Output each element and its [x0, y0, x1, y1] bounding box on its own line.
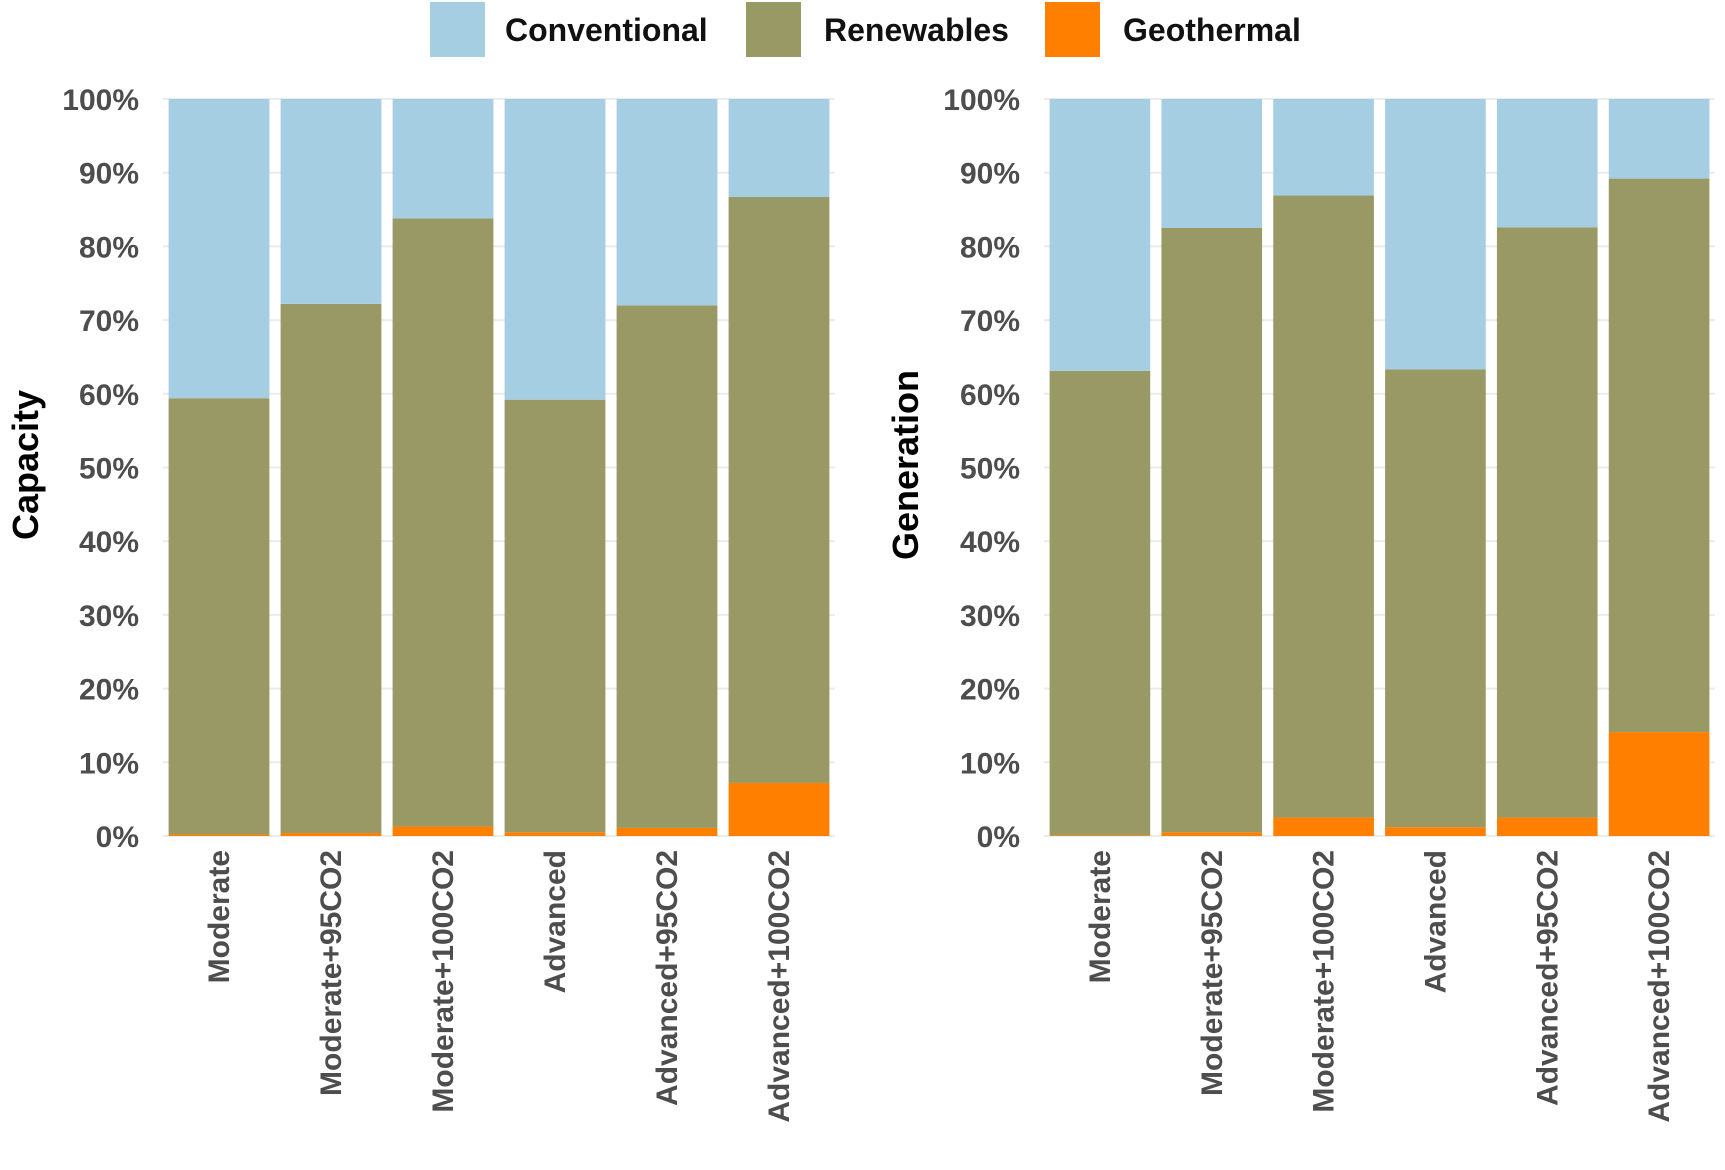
- y-tick-label: 80%: [79, 231, 139, 264]
- y-tick-label: 90%: [960, 158, 1020, 191]
- bar-geothermal-advanced-95co2: [616, 827, 718, 836]
- legend-key-conventional: [430, 2, 485, 57]
- y-tick-label: 30%: [960, 600, 1020, 633]
- y-tick-label: 50%: [960, 453, 1020, 486]
- y-tick-label: 0%: [977, 821, 1020, 854]
- x-tick-label: Advanced+100CO2: [763, 850, 796, 1123]
- x-tick-label: Advanced: [1419, 850, 1452, 993]
- bar-renewables-moderate-100co2: [392, 218, 494, 827]
- bar-conventional-advanced: [504, 99, 606, 400]
- x-tick-label: Advanced: [539, 850, 572, 993]
- generation-panel: Moderate Moderate+95CO2 Moderate+100CO2 Adv…: [885, 84, 1715, 1123]
- bar-renewables-advanced-100co2: [728, 197, 830, 783]
- x-tick-label: Moderate: [1084, 850, 1117, 983]
- y-tick-label: 40%: [960, 526, 1020, 559]
- bar-conventional-advanced-100co2: [1608, 99, 1710, 179]
- bar-renewables-moderate: [1049, 370, 1151, 836]
- y-tick-label: 80%: [960, 231, 1020, 264]
- bar-renewables-advanced-100co2: [1608, 178, 1710, 733]
- y-tick-label: 70%: [79, 305, 139, 338]
- y-tick-label: 90%: [79, 158, 139, 191]
- bar-renewables-advanced: [1385, 369, 1486, 828]
- bar-geothermal-advanced-100co2: [1608, 732, 1710, 836]
- bar-conventional-moderate-100co2: [392, 99, 494, 219]
- y-tick-label: 10%: [79, 747, 139, 780]
- y-tick-label: 100%: [943, 84, 1020, 117]
- bar-geothermal-moderate-100co2: [392, 826, 494, 836]
- legend-key-geothermal: [1045, 2, 1100, 57]
- bar-geothermal-moderate-95co2: [1161, 832, 1263, 836]
- x-tick-label: Moderate+95CO2: [315, 850, 348, 1096]
- bar-conventional-advanced-100co2: [728, 99, 830, 198]
- capacity-panel: Moderate Moderate+95CO2 Moderate+100CO2 Adv…: [5, 84, 835, 1123]
- y-tick-label: 50%: [79, 453, 139, 486]
- y-axis-label: Capacity: [5, 390, 46, 540]
- bar-conventional-advanced-95co2: [1496, 99, 1598, 228]
- x-tick-label: Moderate+95CO2: [1196, 850, 1229, 1096]
- bar-conventional-moderate: [168, 99, 270, 399]
- y-tick-label: 70%: [960, 305, 1020, 338]
- bar-renewables-moderate-100co2: [1273, 195, 1374, 818]
- bar-renewables-moderate-95co2: [1161, 227, 1263, 833]
- y-tick-label: 10%: [960, 747, 1020, 780]
- bar-renewables-advanced: [504, 399, 606, 833]
- y-axis-label: Generation: [885, 370, 926, 560]
- legend-label-geothermal: Geothermal: [1123, 12, 1301, 48]
- bar-geothermal-moderate: [168, 834, 270, 836]
- bar-geothermal-advanced-100co2: [728, 782, 830, 836]
- bar-renewables-moderate: [168, 398, 270, 835]
- bar-conventional-moderate-95co2: [1161, 99, 1263, 228]
- x-tick-label: Moderate+100CO2: [427, 850, 460, 1113]
- x-tick-label: Advanced+95CO2: [651, 850, 684, 1106]
- bar-geothermal-advanced-95co2: [1496, 817, 1598, 836]
- y-tick-label: 20%: [79, 674, 139, 707]
- x-tick-label: Moderate: [203, 850, 236, 983]
- bar-geothermal-moderate-95co2: [280, 833, 382, 836]
- bar-conventional-moderate-95co2: [280, 99, 382, 304]
- y-tick-label: 0%: [96, 821, 139, 854]
- y-tick-label: 30%: [79, 600, 139, 633]
- legend-label-conventional: Conventional: [505, 12, 708, 48]
- y-tick-label: 40%: [79, 526, 139, 559]
- bar-conventional-advanced: [1385, 99, 1486, 370]
- x-tick-label: Advanced+100CO2: [1643, 850, 1676, 1123]
- bar-renewables-advanced-95co2: [616, 305, 718, 828]
- bar-conventional-advanced-95co2: [616, 99, 718, 306]
- bar-renewables-moderate-95co2: [280, 303, 382, 834]
- y-tick-label: 60%: [79, 379, 139, 412]
- y-tick-label: 100%: [62, 84, 139, 117]
- bar-geothermal-moderate: [1049, 835, 1151, 836]
- bar-conventional-moderate-100co2: [1273, 99, 1374, 196]
- y-tick-label: 60%: [960, 379, 1020, 412]
- bar-geothermal-advanced: [504, 832, 606, 836]
- legend-label-renewables: Renewables: [824, 12, 1009, 48]
- x-tick-label: Moderate+100CO2: [1308, 850, 1341, 1113]
- y-tick-label: 20%: [960, 674, 1020, 707]
- bar-conventional-moderate: [1049, 99, 1151, 371]
- legend: Conventional Renewables Geothermal: [430, 2, 1301, 57]
- bar-renewables-advanced-95co2: [1496, 227, 1598, 818]
- bar-geothermal-advanced: [1385, 827, 1486, 836]
- legend-key-renewables: [746, 2, 801, 57]
- x-tick-label: Advanced+95CO2: [1531, 850, 1564, 1106]
- bar-geothermal-moderate-100co2: [1273, 817, 1374, 836]
